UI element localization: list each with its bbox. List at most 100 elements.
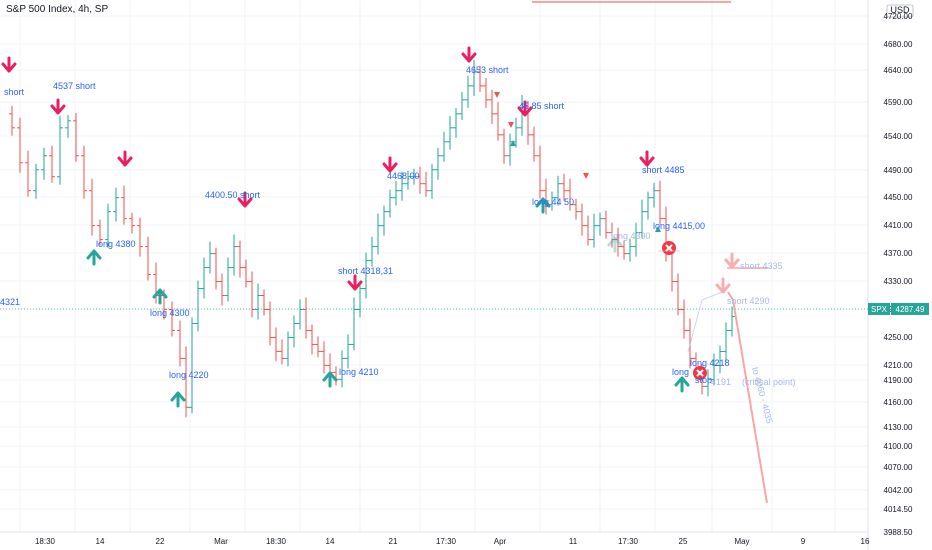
y-tick-label: 3988.50	[884, 528, 913, 537]
candle-down	[279, 339, 285, 365]
y-tick-label: 4070.00	[884, 463, 913, 472]
long-arrow-shape	[86, 249, 102, 266]
candle-down	[219, 273, 225, 306]
candle-up	[453, 107, 459, 138]
x-tick-label: 17:30	[618, 537, 639, 546]
candle-down	[621, 240, 627, 260]
y-tick-label: 4450.00	[884, 193, 913, 202]
candle-up	[369, 236, 375, 267]
long-arrow-icon	[322, 371, 338, 388]
small-down-triangle	[583, 173, 589, 179]
annotation-label: long 4220	[169, 370, 209, 380]
chart-title: S&P 500 Index, 4h, SP	[6, 4, 109, 15]
candle-down	[501, 128, 507, 164]
short-arrow-icon	[639, 150, 655, 167]
candle-up	[645, 191, 651, 220]
candle-down	[681, 299, 687, 339]
candle-up	[393, 180, 399, 206]
short-arrow-icon	[1, 56, 17, 73]
x-tick-label: 11	[569, 537, 578, 546]
annotation-label: 45 85 short	[519, 101, 565, 111]
candle-down	[267, 301, 273, 346]
candle-down	[89, 178, 95, 236]
x-tick-label: 9	[801, 537, 806, 546]
grid-lines	[0, 0, 868, 533]
candle-up	[711, 353, 717, 386]
stop-marker-icon	[662, 241, 676, 255]
candle-down	[49, 145, 55, 183]
candle-up	[285, 331, 291, 367]
annotation-label: long	[672, 367, 689, 377]
y-tick-label: 4250.00	[884, 333, 913, 342]
annotation-label: long 4380	[96, 239, 136, 249]
candle-up	[255, 283, 261, 320]
candle-down	[261, 289, 267, 316]
candle-up	[399, 171, 405, 201]
candle-up	[435, 147, 441, 180]
annotation-label: long 4210	[339, 367, 379, 377]
candle-up	[717, 345, 723, 374]
annotation-label: long 4300	[150, 308, 190, 318]
short-arrow-icon	[461, 46, 477, 63]
long-arrow-shape	[607, 236, 623, 253]
annotation-label: short 4335	[740, 261, 783, 271]
x-tick-label: May	[734, 537, 749, 546]
long-arrow-shape	[674, 376, 690, 393]
candle-down	[81, 145, 87, 199]
short-arrow-faded-icon	[715, 277, 731, 294]
candle-up	[65, 114, 71, 138]
candle-down	[309, 324, 315, 355]
candle-down	[585, 215, 591, 246]
candle-down	[657, 180, 663, 225]
candle-down	[603, 210, 609, 239]
short-arrow-shape	[715, 277, 731, 294]
long-arrow-icon	[170, 391, 186, 408]
candle-down	[561, 173, 567, 201]
annotation-label: short 4485	[642, 165, 685, 175]
candle-up	[639, 199, 645, 239]
candle-down	[249, 271, 255, 318]
candle-up	[357, 282, 363, 318]
candle-up	[33, 163, 39, 199]
annotation-label: 4468,00	[387, 171, 420, 181]
candle-up	[195, 280, 201, 332]
candle-down	[315, 336, 321, 358]
y-tick-label: 4190.00	[884, 376, 913, 385]
long-arrow-icon	[86, 249, 102, 266]
candle-down	[321, 341, 327, 374]
long-arrow-shape	[322, 371, 338, 388]
x-tick-label: 25	[679, 537, 688, 546]
x-tick-label: 18:30	[266, 537, 287, 546]
candle-down	[675, 273, 681, 316]
candle-up	[113, 187, 119, 222]
candle-up	[351, 297, 357, 351]
candle-up	[387, 189, 393, 218]
annotation-label: 4321	[0, 297, 20, 307]
candle-up	[345, 334, 351, 369]
candle-up	[447, 115, 453, 150]
y-tick-label: 4210.00	[884, 361, 913, 370]
candle-down	[615, 227, 621, 257]
annotation-label: long 44 50	[532, 197, 574, 207]
candle-up	[41, 147, 47, 180]
candle-down	[489, 89, 495, 124]
short-arrow-shape	[347, 274, 363, 291]
candle-up	[339, 350, 345, 388]
faded-path	[687, 291, 723, 353]
candle-up	[459, 91, 465, 120]
candle-up	[471, 59, 477, 96]
x-tick-label: 16	[861, 537, 870, 546]
candle-up	[723, 322, 729, 362]
candle-up	[363, 252, 369, 299]
x-tick-label: Apr	[494, 537, 507, 546]
candle-up	[231, 234, 237, 276]
x-tick-label: 18:30	[35, 537, 56, 546]
candle-up	[411, 168, 417, 185]
candle-up	[555, 175, 561, 206]
last-price-bg	[891, 303, 929, 315]
stop-marker-icon	[693, 366, 707, 380]
candle-down	[9, 105, 15, 136]
annotation-label: 4191	[711, 377, 731, 387]
stop-cross	[665, 244, 673, 252]
